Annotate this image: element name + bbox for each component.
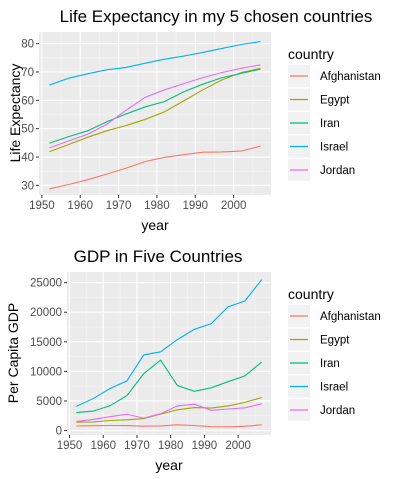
plot-panel	[39, 32, 271, 195]
x-tick-label: 1960	[67, 200, 93, 212]
legend-label: Iran	[320, 358, 340, 370]
y-axis-label: Life Expectancy	[7, 64, 23, 163]
x-tick-label: 1960	[90, 440, 116, 452]
y-tick-label: 15000	[30, 337, 62, 349]
legend-label: Israel	[320, 382, 348, 394]
y-tick-label: 0	[56, 426, 62, 438]
legend-title: country	[288, 46, 334, 62]
legend-item: Jordan	[288, 399, 355, 421]
legend-item: Iran	[288, 112, 340, 134]
legend-label: Egypt	[320, 335, 350, 347]
legend-label: Afghanistan	[320, 311, 381, 323]
x-tick-label: 2000	[221, 200, 247, 212]
x-tick-label: 1950	[29, 200, 55, 212]
series-line-jordan	[76, 403, 262, 422]
plot-panel	[67, 272, 271, 435]
legend-label: Egypt	[320, 95, 350, 107]
x-tick-label: 1970	[124, 440, 150, 452]
x-tick-label: 2000	[225, 440, 251, 452]
x-axis-ticks: 1950 1960 1970 1980 1990 2000	[29, 195, 246, 212]
y-tick-label: 80	[21, 39, 34, 51]
x-tick-label: 1990	[192, 440, 218, 452]
series-line-egypt	[76, 396, 262, 423]
y-tick-label: 40	[21, 152, 34, 164]
series-line-afghanistan	[76, 424, 262, 428]
series-line-afghanistan	[49, 145, 261, 190]
legend-label: Israel	[320, 142, 348, 154]
legend: country Afghanistan Egypt Iran Israel Jordan	[288, 46, 381, 181]
legend: country Afghanistan Egypt Iran Israel Jordan	[288, 286, 381, 421]
series-line-israel	[76, 279, 263, 407]
x-tick-label: 1970	[106, 200, 132, 212]
legend-item: Afghanistan	[288, 65, 381, 87]
series-line-egypt	[49, 67, 261, 153]
chart-title: Life Expectancy in my 5 chosen countries	[60, 7, 373, 26]
gdp-chart: GDP in Five Countries 1950 1960 1970 1980 19…	[5, 247, 381, 473]
x-tick-label: 1980	[158, 440, 184, 452]
series-lines	[49, 41, 261, 190]
y-tick-label: 30	[21, 180, 34, 192]
legend-item: Israel	[288, 375, 348, 398]
series-line-jordan	[49, 64, 261, 149]
legend-label: Jordan	[320, 165, 355, 177]
x-tick-label: 1950	[57, 440, 83, 452]
y-tick-label: 70	[21, 67, 34, 79]
x-axis-label: year	[155, 457, 183, 473]
legend-title: country	[288, 286, 334, 302]
grid-lines	[39, 32, 271, 195]
legend-item: Jordan	[288, 159, 355, 181]
y-axis-ticks: 30 40 50 60 70 80	[21, 39, 39, 192]
life-expectancy-chart: Life Expectancy in my 5 chosen countries…	[7, 7, 381, 233]
legend-label: Afghanistan	[320, 71, 381, 83]
legend-item: Afghanistan	[288, 305, 381, 327]
x-tick-label: 1990	[182, 200, 208, 212]
legend-item: Israel	[288, 135, 348, 158]
series-line-iran	[49, 68, 261, 144]
y-tick-label: 60	[21, 95, 34, 107]
y-axis-ticks: 0 5000 10000 15000 20000 25000	[30, 278, 67, 438]
y-tick-label: 5000	[36, 396, 62, 408]
y-tick-label: 20000	[30, 307, 62, 319]
series-line-israel	[49, 41, 261, 86]
x-axis-ticks: 1950 1960 1970 1980 1990 2000	[57, 435, 251, 452]
legend-item: Egypt	[288, 328, 350, 351]
y-tick-label: 25000	[30, 278, 62, 290]
legend-item: Iran	[288, 352, 340, 374]
x-tick-label: 1980	[144, 200, 170, 212]
chart-title: GDP in Five Countries	[74, 247, 243, 266]
legend-label: Iran	[320, 118, 340, 130]
y-axis-label: Per Capita GDP	[5, 303, 21, 403]
y-tick-label: 50	[21, 124, 34, 136]
y-tick-label: 10000	[30, 366, 62, 378]
series-lines	[76, 279, 263, 428]
legend-item: Egypt	[288, 88, 350, 111]
legend-label: Jordan	[320, 405, 355, 417]
x-axis-label: year	[141, 217, 169, 233]
series-line-iran	[76, 359, 263, 414]
